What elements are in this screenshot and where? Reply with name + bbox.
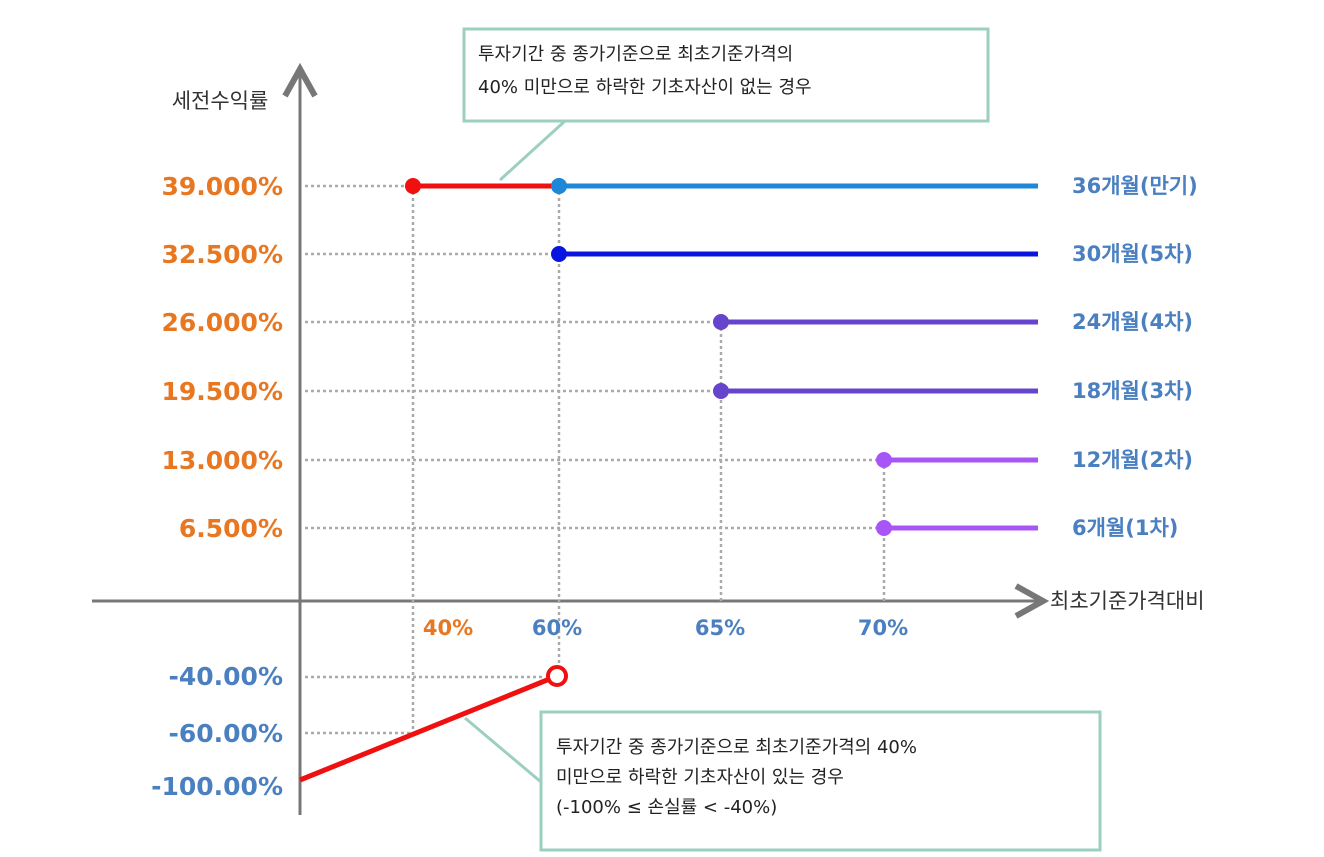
period-label: 30개월(5차) [1072, 242, 1193, 266]
callout-text: 40% 미만으로 하락한 기초자산이 없는 경우 [478, 77, 812, 98]
period-label: 24개월(4차) [1072, 310, 1193, 334]
payoff-dot [876, 452, 892, 468]
return-label: 26.000% [161, 308, 283, 337]
return-label: 6.500% [179, 514, 283, 543]
payoff-dot [713, 383, 729, 399]
payoff-dot [551, 178, 567, 194]
period-label: 6개월(1차) [1072, 516, 1178, 540]
return-label: 32.500% [161, 240, 283, 269]
loss-label: -40.00% [168, 662, 283, 691]
callout-box [539, 710, 1102, 852]
callout-1 [462, 27, 990, 182]
x-axis-label: 최초기준가격대비 [1050, 589, 1205, 613]
callout-text: (-100% ≤ 손실률 < -40%) [556, 797, 777, 818]
callout-text: 투자기간 중 종가기준으로 최초기준가격의 [478, 44, 793, 65]
payoff-dot [876, 520, 892, 536]
callout-text: 투자기간 중 종가기준으로 최초기준가격의 40% [556, 737, 917, 758]
callout-pointer [464, 716, 542, 784]
period-label: 36개월(만기) [1072, 174, 1198, 198]
return-label: 19.500% [161, 377, 283, 406]
loss-label: -60.00% [168, 719, 283, 748]
callout-2 [464, 710, 1102, 852]
loss-point [546, 665, 568, 687]
barrier-label: 65% [695, 616, 745, 640]
callout-pointer [498, 119, 567, 182]
return-label: 13.000% [161, 446, 283, 475]
payoff-dot [551, 246, 567, 262]
callout-box [462, 27, 990, 123]
return-label: 39.000% [161, 172, 283, 201]
barrier-label: 70% [858, 616, 908, 640]
payoff-dot [405, 178, 421, 194]
loss-line [299, 675, 553, 783]
barrier-label: 60% [532, 616, 582, 640]
period-label: 18개월(3차) [1072, 379, 1193, 403]
period-label: 12개월(2차) [1072, 448, 1193, 472]
barrier-label: 40% [423, 616, 473, 640]
callout-text: 미만으로 하락한 기초자산이 있는 경우 [556, 767, 844, 788]
payoff-dot [713, 314, 729, 330]
y-axis-label: 세전수익률 [172, 89, 269, 113]
loss-label: -100.00% [151, 772, 283, 801]
